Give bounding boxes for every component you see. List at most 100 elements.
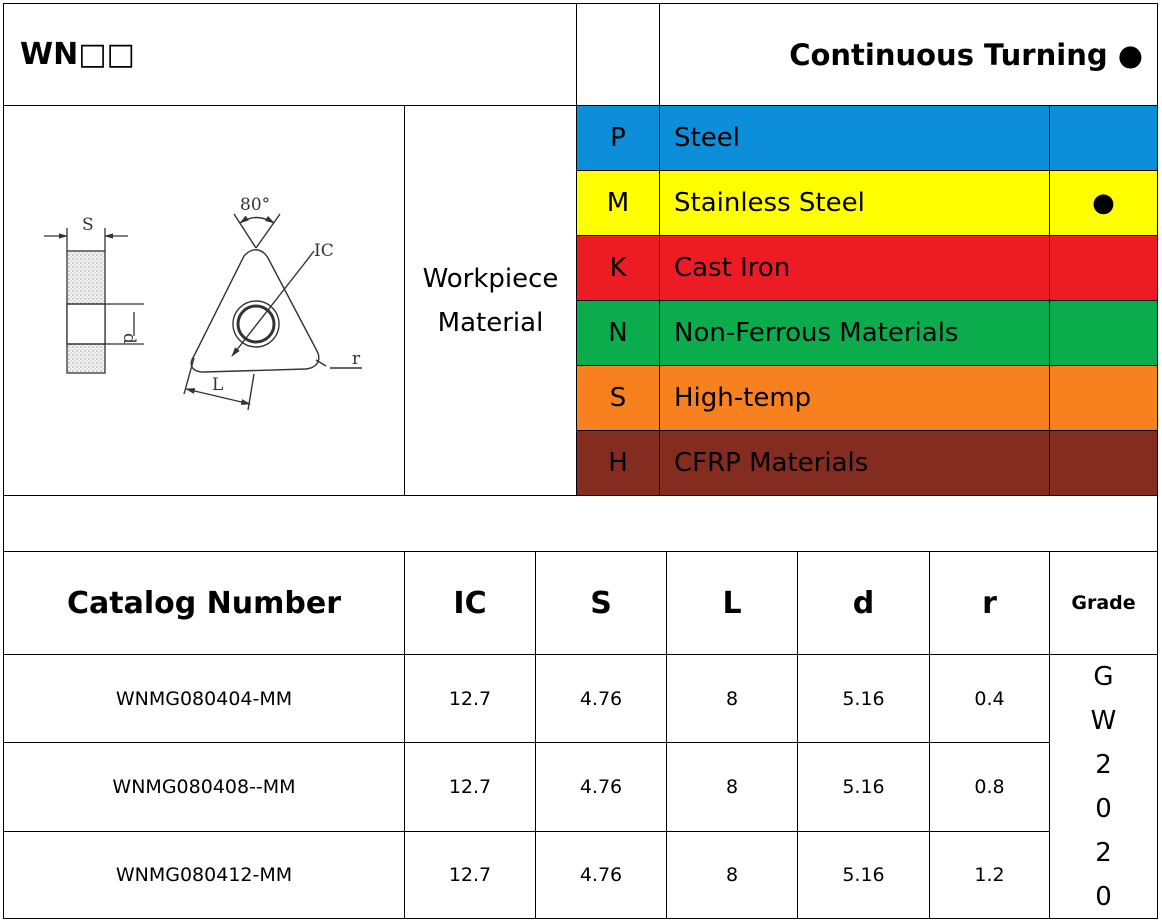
l-dim-label: L [212,375,223,395]
page-title: WN□□ [3,3,577,106]
ic-cell: 12.7 [404,654,536,743]
insert-diagram: S d 80° IC L r [44,195,362,411]
material-name: High-temp [674,383,812,413]
material-mark-cell [1049,430,1158,496]
material-mark-cell [1049,105,1158,171]
grade-char: W [1090,705,1117,736]
material-code-cell: K [576,235,660,301]
cell-text: 0.4 [974,687,1005,710]
header-ic: IC [404,551,536,655]
material-name: Non-Ferrous Materials [674,318,959,348]
material-mark: ● [1092,188,1115,218]
header-text: d [852,585,875,621]
grade-char: 2 [1095,837,1112,868]
workpiece-text: Workpiece Material [422,263,559,338]
catalog-number-cell: WNMG080404-MM [3,654,405,743]
r-cell: 1.2 [929,831,1050,919]
cell-text: 12.7 [448,776,492,798]
angle-label: 80° [240,195,270,215]
material-name-cell: CFRP Materials [659,430,1050,496]
mode-text: Continuous Turning ● [789,37,1143,72]
material-mark-cell [1049,300,1158,366]
cell-text: 8 [725,687,739,710]
top-view [183,213,362,411]
material-mark-cell [1049,365,1158,431]
header-text: Grade [1071,592,1136,614]
cell-text: 5.16 [842,776,885,798]
d-dim-label: d [119,333,139,344]
r-dim-label: r [352,349,361,369]
workpiece-material-label: Workpiece Material [404,105,577,496]
side-view [44,228,144,374]
grade-char: 0 [1095,793,1112,824]
material-code: H [608,448,628,478]
s-cell: 4.76 [535,831,667,919]
material-mark-cell [1049,235,1158,301]
material-code-cell: S [576,365,660,431]
header-text: IC [453,585,487,621]
header-grade: Grade [1049,551,1158,655]
l-cell: 8 [666,654,798,743]
ic-dim-label: IC [314,241,334,261]
s-cell: 4.76 [535,654,667,743]
cell-text: 4.76 [579,776,623,798]
continuous-turning-label: Continuous Turning ● [659,3,1158,106]
material-code-cell: H [576,430,660,496]
l-cell: 8 [666,831,798,919]
grade-char: 2 [1095,749,1112,780]
header-spacer [576,3,660,106]
header-d: d [797,551,930,655]
header-r: r [929,551,1050,655]
cell-text: 4.76 [579,687,623,710]
d-cell: 5.16 [797,742,930,832]
material-mark-cell: ● [1049,170,1158,236]
material-code: M [606,188,630,218]
header-text: L [722,585,742,621]
material-code: S [609,383,627,413]
material-name: CFRP Materials [674,448,869,478]
header-catalog-number: Catalog Number [3,551,405,655]
cell-text: WNMG080404-MM [115,687,293,710]
cell-text: 5.16 [842,687,885,710]
header-s: S [535,551,667,655]
grade-char: G [1093,661,1114,692]
material-code: N [608,318,628,348]
header-text: S [590,585,612,621]
catalog-number-cell: WNMG080408--MM [3,742,405,832]
material-code: K [609,253,627,283]
cell-text: 8 [725,864,739,886]
l-cell: 8 [666,742,798,832]
header-l: L [666,551,798,655]
material-code-cell: N [576,300,660,366]
grade-char: 0 [1095,881,1112,912]
r-cell: 0.4 [929,654,1050,743]
cell-text: WNMG080412-MM [115,864,293,886]
material-name-cell: High-temp [659,365,1050,431]
material-code-cell: P [576,105,660,171]
ic-cell: 12.7 [404,831,536,919]
material-name-cell: Non-Ferrous Materials [659,300,1050,366]
cell-text: 0.8 [974,776,1005,798]
material-name: Steel [674,123,740,153]
material-name-cell: Cast Iron [659,235,1050,301]
cell-text: WNMG080408--MM [112,776,296,798]
header-text: r [982,585,997,621]
cell-text: 12.7 [448,687,492,710]
spacer-row [3,495,1158,552]
grade-cell: G W 2 0 2 0 [1049,654,1158,919]
d-cell: 5.16 [797,831,930,919]
cell-text: 5.16 [842,864,885,886]
material-name: Cast Iron [674,253,791,283]
cell-text: 8 [725,776,739,798]
ic-cell: 12.7 [404,742,536,832]
cell-text: 12.7 [448,864,492,886]
material-code: P [610,123,626,153]
material-name-cell: Steel [659,105,1050,171]
title-text: WN□□ [20,37,135,72]
cell-text: 1.2 [974,864,1005,886]
material-name: Stainless Steel [674,188,865,218]
insert-drawing: S d 80° IC L r [3,105,405,496]
r-cell: 0.8 [929,742,1050,832]
s-cell: 4.76 [535,742,667,832]
header-text: Catalog Number [67,585,341,621]
